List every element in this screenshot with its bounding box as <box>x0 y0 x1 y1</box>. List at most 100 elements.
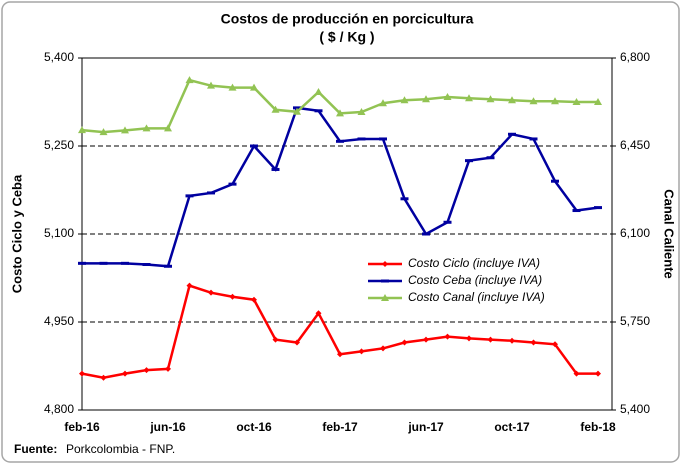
point <box>465 159 473 163</box>
point <box>293 107 301 115</box>
point <box>100 374 107 381</box>
plot-area <box>81 57 613 411</box>
x-tick-label: jun-17 <box>407 420 444 434</box>
point <box>552 341 558 348</box>
point <box>487 336 494 343</box>
point <box>207 191 215 195</box>
point <box>228 83 237 91</box>
point <box>185 194 194 198</box>
point <box>294 339 300 346</box>
point <box>508 96 516 104</box>
point <box>423 336 429 343</box>
point <box>142 263 151 267</box>
y-tick-label: 5,400 <box>44 50 74 64</box>
point <box>594 206 602 210</box>
point <box>315 310 322 317</box>
point <box>595 370 601 377</box>
point <box>336 139 344 143</box>
point <box>486 95 495 103</box>
x-tick-label: jun-16 <box>149 420 186 434</box>
series <box>78 76 602 136</box>
point <box>165 365 171 372</box>
point <box>272 336 279 343</box>
point <box>208 289 214 296</box>
point <box>400 197 409 201</box>
y2-axis-title: Canal Caliente <box>662 189 677 279</box>
y-axis-title: Costo Ciclo y Ceba <box>9 174 24 293</box>
point <box>465 94 473 102</box>
point <box>79 370 85 377</box>
point <box>78 261 86 265</box>
y2-tick-label: 6,100 <box>620 226 650 240</box>
point <box>486 156 495 160</box>
point <box>122 370 128 377</box>
point <box>250 83 258 91</box>
legend-marker <box>381 294 389 301</box>
point <box>358 348 365 355</box>
x-tick-label: feb-16 <box>64 420 100 434</box>
y2-tick-label: 5,750 <box>620 314 650 328</box>
source-label: Fuente: <box>14 442 57 456</box>
chart-title: Costos de producción en porcicultura <box>221 11 474 27</box>
point <box>530 339 537 346</box>
point <box>551 97 559 105</box>
point <box>444 333 451 340</box>
point <box>466 335 472 342</box>
point <box>142 124 151 132</box>
point <box>443 92 452 100</box>
y-tick-label: 5,100 <box>44 226 74 240</box>
point <box>357 108 366 116</box>
point <box>271 167 280 171</box>
point <box>250 144 258 148</box>
y-tick-label: 4,800 <box>44 402 74 416</box>
y-tick-label: 4,950 <box>44 314 74 328</box>
point <box>251 296 257 303</box>
point <box>121 261 129 265</box>
point <box>422 95 430 103</box>
point <box>99 261 108 265</box>
point <box>379 137 387 141</box>
point <box>186 282 193 289</box>
y2-tick-label: 6,450 <box>620 138 650 152</box>
point <box>271 105 280 113</box>
point <box>594 98 602 105</box>
point <box>164 124 172 132</box>
point <box>185 76 194 84</box>
x-tick-label: feb-18 <box>580 420 616 434</box>
point <box>509 337 515 344</box>
x-tick-label: oct-17 <box>494 420 530 434</box>
point <box>78 126 86 134</box>
point <box>529 97 538 105</box>
point <box>357 137 366 141</box>
point <box>99 128 108 136</box>
y-tick-label: 5,250 <box>44 138 74 152</box>
y2-tick-label: 6,800 <box>620 50 650 64</box>
point <box>572 209 581 213</box>
legend-label: Costo Ceba (incluye IVA) <box>408 273 542 287</box>
point <box>573 370 580 377</box>
point <box>380 345 386 352</box>
point <box>508 132 516 136</box>
series <box>79 282 601 381</box>
series <box>78 106 602 268</box>
point <box>164 264 172 268</box>
point <box>551 179 559 183</box>
legend-label: Costo Canal (incluye IVA) <box>408 290 545 304</box>
point <box>143 367 150 374</box>
point <box>422 232 430 236</box>
chart-subtitle: ( $ / Kg ) <box>319 29 374 45</box>
point <box>228 182 237 186</box>
y2-tick-label: 5,400 <box>620 402 650 416</box>
point <box>529 137 538 141</box>
point <box>337 351 343 358</box>
point <box>572 98 581 105</box>
point <box>400 96 409 104</box>
point <box>336 109 344 117</box>
legend-marker <box>382 261 388 267</box>
x-tick-label: oct-16 <box>236 420 272 434</box>
x-tick-label: feb-17 <box>322 420 358 434</box>
point <box>314 109 323 113</box>
source: Porkcolombia - FNP. <box>66 442 175 456</box>
